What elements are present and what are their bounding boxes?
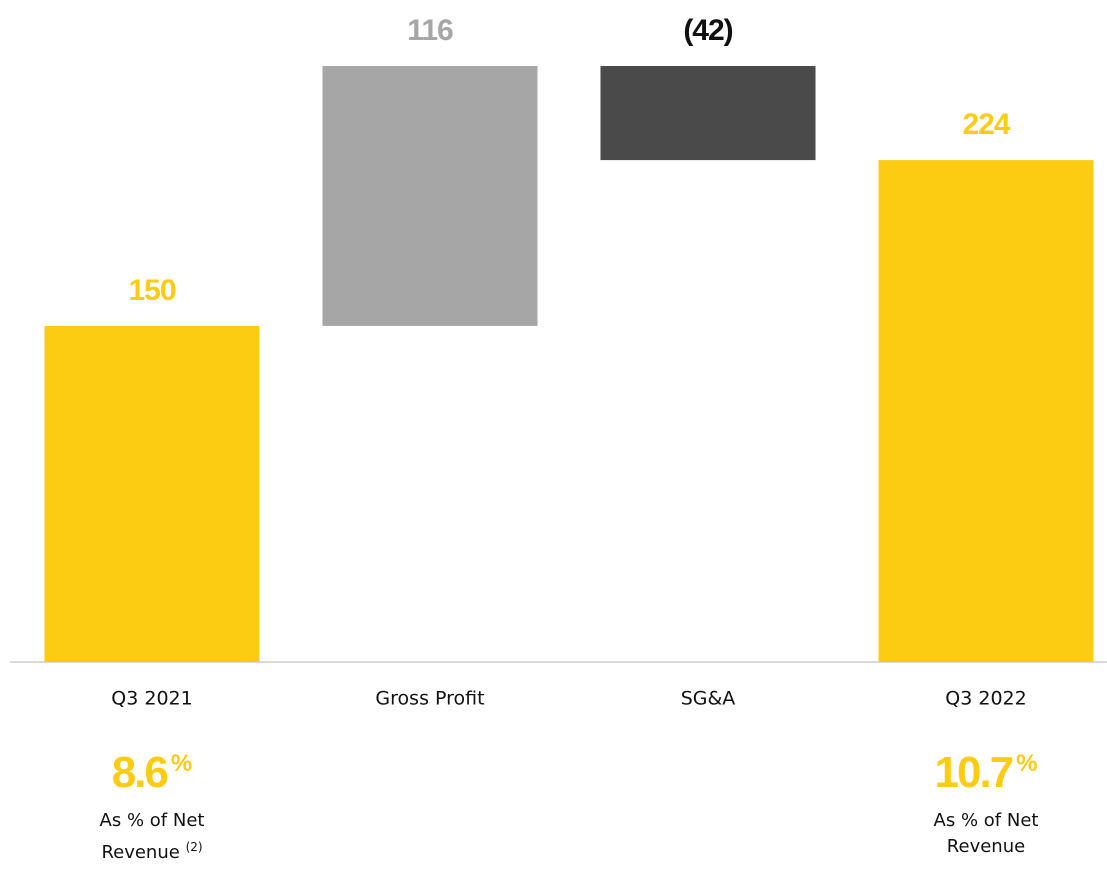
bar: [322, 66, 538, 326]
value-label: (42): [683, 14, 732, 47]
figure-value: 8.6: [111, 748, 169, 797]
caption-text: As % of Net Revenue: [99, 810, 205, 863]
caption-text: As % of Net Revenue: [933, 810, 1039, 857]
figure-unit: %: [170, 750, 193, 777]
value-label: 150: [128, 274, 175, 307]
x-tick-label: SG&A: [681, 688, 736, 710]
bar: [600, 66, 816, 161]
value-label: 224: [962, 108, 1010, 141]
figure-unit: %: [1016, 750, 1038, 777]
caption: As % of Net Revenue: [916, 808, 1056, 860]
x-tick-label: Gross Profit: [375, 688, 484, 710]
footnote: (2): [185, 840, 203, 854]
annotation: 10.7% As % of Net Revenue: [886, 748, 1086, 860]
x-tick-label: Q3 2021: [111, 688, 192, 710]
figure-value: 10.7: [934, 748, 1015, 797]
bar: [44, 325, 260, 662]
value-label: 116: [407, 14, 453, 47]
annotation: 8.6% As % of Net Revenue (2): [52, 748, 252, 866]
caption: As % of Net Revenue (2): [82, 808, 222, 866]
percent-figure: 8.6%: [52, 748, 252, 798]
x-tick-label: Q3 2022: [945, 688, 1026, 710]
bar: [878, 160, 1094, 662]
percent-figure: 10.7%: [886, 748, 1086, 798]
